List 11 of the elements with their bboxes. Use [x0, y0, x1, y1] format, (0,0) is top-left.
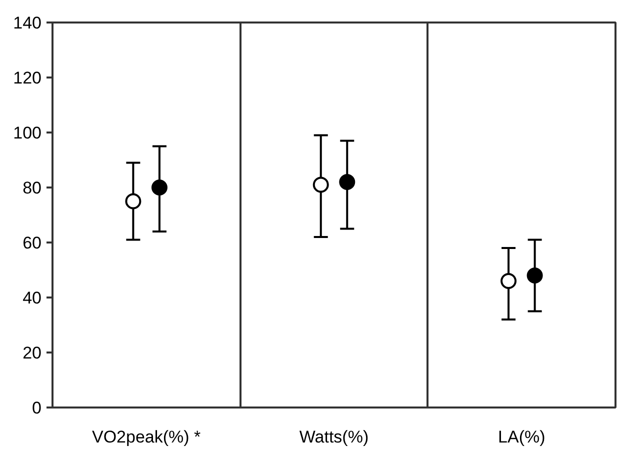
x-tick-label: LA(%)	[498, 428, 546, 446]
x-tick-label: Watts(%)	[299, 428, 369, 446]
y-tick-label: 0	[32, 398, 42, 418]
y-tick-label: 120	[13, 68, 42, 88]
x-tick-label: VO2peak(%) *	[92, 428, 202, 446]
y-tick-label: 140	[13, 14, 42, 32]
y-tick-label: 80	[22, 178, 42, 198]
y-tick-label: 100	[13, 124, 42, 142]
y-tick-label: 40	[22, 288, 42, 308]
y-tick-label: 60	[22, 234, 42, 252]
y-tick-label: 20	[22, 344, 42, 362]
